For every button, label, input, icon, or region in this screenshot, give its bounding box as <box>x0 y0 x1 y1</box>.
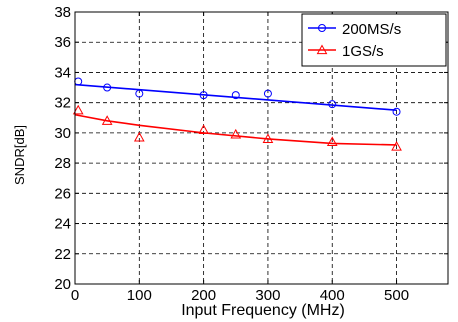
y-tick-label-22: 22 <box>54 246 71 263</box>
x-tick-label-200: 200 <box>191 287 216 304</box>
y-tick-label-30: 30 <box>54 125 71 142</box>
tick-labels: 0 100 200 300 400 500 20 22 24 26 28 30 32 34 36 38 <box>54 4 409 304</box>
legend-marker-1 <box>316 44 328 55</box>
legend-items <box>308 24 336 55</box>
y-tick-label-24: 24 <box>54 216 71 233</box>
y-tick-label-32: 32 <box>54 95 71 112</box>
data-point-series-1-1 <box>101 115 113 125</box>
x-tick-label-0: 0 <box>71 287 79 304</box>
data-point-series-0-4 <box>231 91 240 100</box>
data-point-series-0-2 <box>135 89 144 98</box>
legend-box <box>301 13 447 67</box>
axis-ticks <box>74 11 448 285</box>
data-point-series-1-7 <box>391 140 402 151</box>
y-tick-label-26: 26 <box>54 185 71 202</box>
legend: 200MS/s 1GS/s <box>301 13 447 67</box>
y-tick-label-34: 34 <box>54 64 71 81</box>
y-tick-label-36: 36 <box>54 34 71 51</box>
data-point-series-1-3 <box>198 124 209 134</box>
y-tick-label-28: 28 <box>54 155 71 172</box>
grid-lines <box>75 12 448 284</box>
data-point-series-0-0 <box>74 77 83 86</box>
legend-label-200ms: 200MS/s <box>342 21 401 38</box>
data-markers <box>72 77 402 151</box>
data-point-series-1-2 <box>133 131 145 142</box>
x-tick-label-500: 500 <box>384 287 409 304</box>
x-tick-label-400: 400 <box>320 287 345 304</box>
x-tick-label-100: 100 <box>127 287 152 304</box>
plot-frame <box>74 11 449 285</box>
legend-marker-0 <box>318 24 326 32</box>
y-axis-label: SNDR[dB] <box>12 125 27 185</box>
fit-lines <box>74 83 397 146</box>
data-point-series-0-1 <box>103 83 112 92</box>
data-point-series-0-6 <box>328 100 337 109</box>
data-point-series-0-5 <box>263 89 272 98</box>
data-point-series-1-0 <box>72 104 84 115</box>
data-point-series-1-4 <box>230 128 242 139</box>
y-tick-label-20: 20 <box>54 276 71 293</box>
x-axis-label: Input Frequency (MHz) <box>181 302 345 319</box>
data-point-series-0-7 <box>392 107 401 116</box>
data-point-series-1-5 <box>262 133 274 144</box>
y-tick-label-38: 38 <box>54 4 71 21</box>
fit-line-series-0 <box>74 83 397 112</box>
fit-line-series-1 <box>74 113 397 146</box>
x-tick-label-300: 300 <box>255 287 280 304</box>
data-point-series-1-6 <box>326 136 338 147</box>
legend-label-1gs: 1GS/s <box>342 43 384 60</box>
data-point-series-0-3 <box>199 91 208 100</box>
